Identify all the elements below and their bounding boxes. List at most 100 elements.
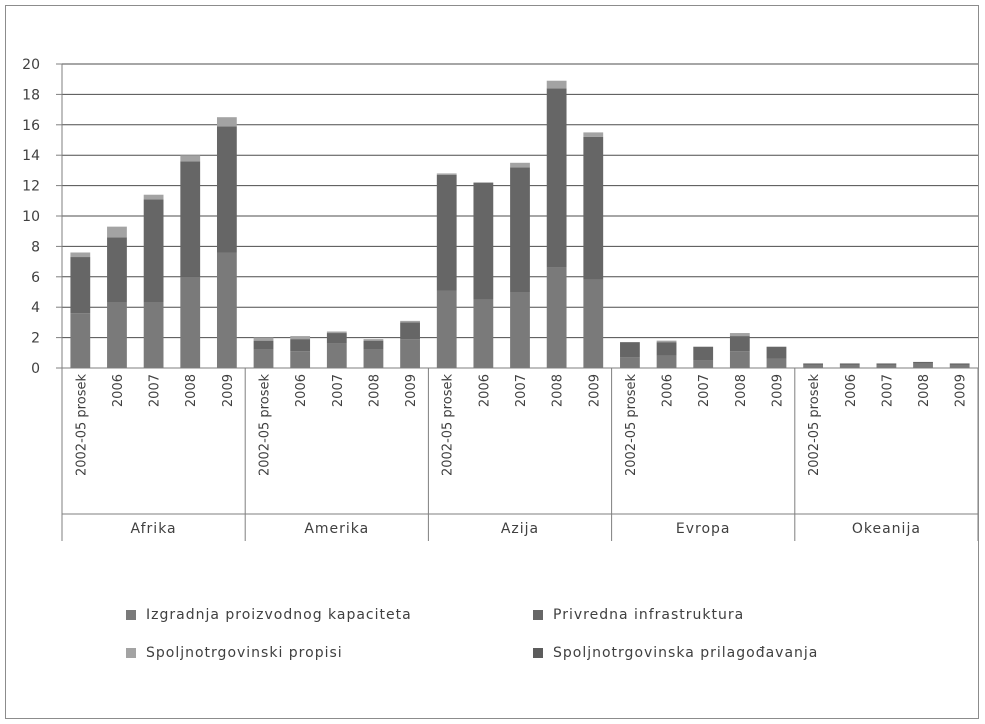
- x-tick-label: 2009: [770, 374, 785, 407]
- bar-segment: [70, 257, 91, 314]
- bar-segment: [253, 340, 274, 350]
- bar-segment: [693, 346, 714, 361]
- bar-segment: [107, 226, 127, 238]
- bar-segment: [473, 182, 494, 300]
- bar-segment: [436, 290, 457, 368]
- y-tick-label: 8: [31, 239, 40, 255]
- bar-segment: [620, 342, 640, 358]
- group-label: Evropa: [676, 521, 731, 537]
- group-label: Azija: [501, 521, 539, 537]
- bar-segment: [436, 173, 457, 175]
- legend-item-prilagodjavanja: Spoljnotrgovinska prilagođavanja: [533, 645, 818, 661]
- x-tick-label: 2006: [661, 374, 676, 407]
- x-tick-label: 2008: [184, 374, 199, 407]
- x-tick-label: 2009: [954, 374, 969, 407]
- bar-segment: [143, 199, 164, 303]
- y-tick-label: 20: [22, 57, 40, 73]
- bar-segment: [656, 342, 677, 356]
- x-tick-label: 2002-05 prosek: [74, 374, 89, 476]
- bar-segment: [216, 252, 237, 368]
- bar-segment: [839, 364, 860, 368]
- bar-segment: [326, 333, 347, 344]
- legend-label-propisi: Spoljnotrgovinski propisi: [146, 645, 343, 661]
- bar-segment: [290, 339, 311, 352]
- x-tick-label: 2007: [514, 374, 529, 407]
- bar-segment: [656, 340, 677, 343]
- bar-segment: [216, 126, 237, 253]
- bar-segment: [583, 279, 604, 368]
- bar-segment: [180, 161, 201, 277]
- legend-swatch-prilagodjavanja: [533, 648, 543, 658]
- bar-segment: [876, 364, 897, 368]
- y-tick-label: 4: [31, 300, 40, 316]
- x-tick-label: 2009: [587, 374, 602, 407]
- bar-segment: [546, 267, 567, 368]
- bar-segment: [729, 336, 750, 352]
- bar-segment: [656, 355, 677, 368]
- bar-segment: [107, 237, 127, 303]
- bar-segment: [363, 349, 384, 368]
- bar-segment: [473, 299, 494, 368]
- legend-label-izgradnja: Izgradnja proizvodnog kapaciteta: [146, 607, 412, 623]
- bar-segment: [839, 363, 860, 365]
- group-label: Afrika: [131, 521, 177, 537]
- y-tick-label: 0: [31, 361, 40, 377]
- x-tick-label: 2009: [404, 374, 419, 407]
- x-tick-label: 2007: [880, 374, 895, 407]
- bar-segment: [326, 343, 347, 368]
- bar-segment: [143, 194, 164, 200]
- y-tick-label: 16: [22, 118, 40, 134]
- bar-segment: [70, 313, 91, 368]
- bar-segment: [400, 320, 420, 323]
- bar-segment: [729, 333, 750, 337]
- x-tick-label: 2002-05 prosek: [624, 374, 639, 476]
- x-tick-label: 2007: [697, 374, 712, 407]
- x-tick-label: 2009: [221, 374, 236, 407]
- bar-segment: [583, 132, 604, 137]
- legend-item-propisi: Spoljnotrgovinski propisi: [126, 645, 343, 661]
- legend-swatch-propisi: [126, 648, 136, 658]
- bar-segment: [510, 167, 530, 292]
- y-tick-label: 14: [22, 148, 40, 164]
- bar-segment: [766, 358, 787, 368]
- bar-segment: [803, 363, 824, 365]
- x-tick-label: 2007: [148, 374, 163, 407]
- bar-segment: [693, 360, 714, 368]
- bar-segment: [729, 351, 750, 368]
- x-tick-label: 2002-05 prosek: [441, 374, 456, 476]
- bar-segment: [363, 340, 384, 350]
- x-tick-label: 2002-05 prosek: [807, 374, 822, 476]
- bar-segment: [326, 331, 347, 334]
- legend-label-infrastruktura: Privredna infrastruktura: [553, 607, 745, 623]
- bar-segment: [949, 363, 970, 365]
- legend-swatch-infrastruktura: [533, 610, 543, 620]
- bar-segment: [363, 339, 384, 341]
- x-tick-label: 2008: [917, 374, 932, 407]
- bar-segment: [876, 363, 897, 365]
- y-tick-label: 12: [22, 179, 40, 195]
- x-tick-label: 2008: [734, 374, 749, 407]
- group-label: Amerika: [304, 521, 369, 537]
- bar-segment: [253, 337, 274, 341]
- x-tick-label: 2006: [294, 374, 309, 407]
- bar-segment: [949, 364, 970, 368]
- x-tick-label: 2002-05 prosek: [258, 374, 273, 476]
- bar-segment: [510, 292, 530, 368]
- bar-segment: [620, 357, 640, 368]
- stacked-bar-chart: 0 2 4 6 8 10 12 14 16 18 20 2002-05 prosek 2006 2007 2…: [22, 57, 978, 541]
- group-label: Okeanija: [852, 521, 921, 537]
- x-tick-label: 2006: [477, 374, 492, 407]
- bar-segment: [290, 351, 311, 368]
- x-tick-label: 2006: [844, 374, 859, 407]
- bar-segment: [766, 346, 787, 359]
- bar-segment: [510, 162, 530, 168]
- bar-segment: [400, 322, 420, 340]
- y-tick-label: 10: [22, 209, 40, 225]
- bar-segment: [546, 80, 567, 89]
- y-tick-label: 6: [31, 270, 40, 286]
- legend-swatch-izgradnja: [126, 610, 136, 620]
- bar-segment: [583, 136, 604, 280]
- chart-frame: 0 2 4 6 8 10 12 14 16 18 20 2002-05 prosek 2006 2007 2…: [5, 5, 979, 719]
- bar-segment: [546, 88, 567, 268]
- bar-segment: [913, 361, 933, 364]
